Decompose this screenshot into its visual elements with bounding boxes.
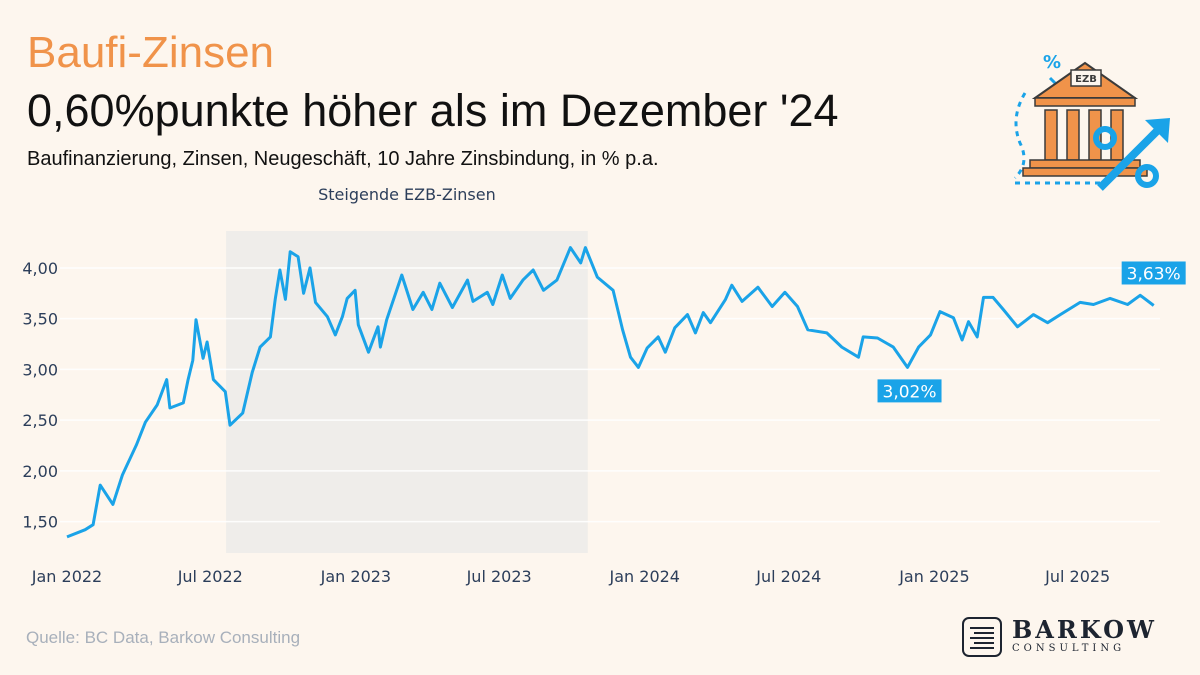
subtitle: Baufinanzierung, Zinsen, Neugeschäft, 10… — [27, 148, 659, 170]
barkow-logo: BARKOW CONSULTING — [962, 617, 1157, 657]
annotation-label: 3,63% — [1127, 264, 1181, 284]
ezb-label: EZB — [1075, 74, 1097, 85]
logo-main-text: BARKOW — [1012, 615, 1157, 644]
y-tick-label: 2,00 — [22, 462, 58, 481]
annotation-label: 3,02% — [883, 382, 937, 402]
svg-text:%: % — [1043, 52, 1061, 73]
x-tick-label: Jul 2025 — [1044, 567, 1110, 586]
y-tick-label: 2,50 — [22, 411, 58, 430]
y-tick-label: 1,50 — [22, 513, 58, 532]
y-tick-label: 3,50 — [22, 310, 58, 329]
annotation-box — [877, 379, 942, 403]
headline: 0,60%punkte höher als im Dezember '24 — [27, 85, 839, 136]
logo-sub-text: CONSULTING — [1012, 643, 1126, 654]
x-tick-label: Jan 2024 — [609, 567, 680, 586]
x-tick-label: Jul 2024 — [755, 567, 821, 586]
logo-mark-icon — [962, 617, 1002, 657]
x-tick-label: Jul 2023 — [466, 567, 532, 586]
annotation-box — [1121, 261, 1186, 285]
y-tick-label: 3,00 — [22, 360, 58, 379]
x-tick-label: Jan 2022 — [31, 567, 102, 586]
x-tick-label: Jul 2022 — [177, 567, 243, 586]
y-tick-label: 4,00 — [22, 259, 58, 278]
x-tick-label: Jan 2023 — [320, 567, 391, 586]
ezb-bank-percent-icon: % EZB — [1013, 52, 1170, 191]
shaded-period-label: Steigende EZB-Zinsen — [318, 185, 496, 204]
source-note: Quelle: BC Data, Barkow Consulting — [26, 628, 301, 647]
kicker-title: Baufi-Zinsen — [27, 28, 275, 77]
x-tick-label: Jan 2025 — [898, 567, 969, 586]
